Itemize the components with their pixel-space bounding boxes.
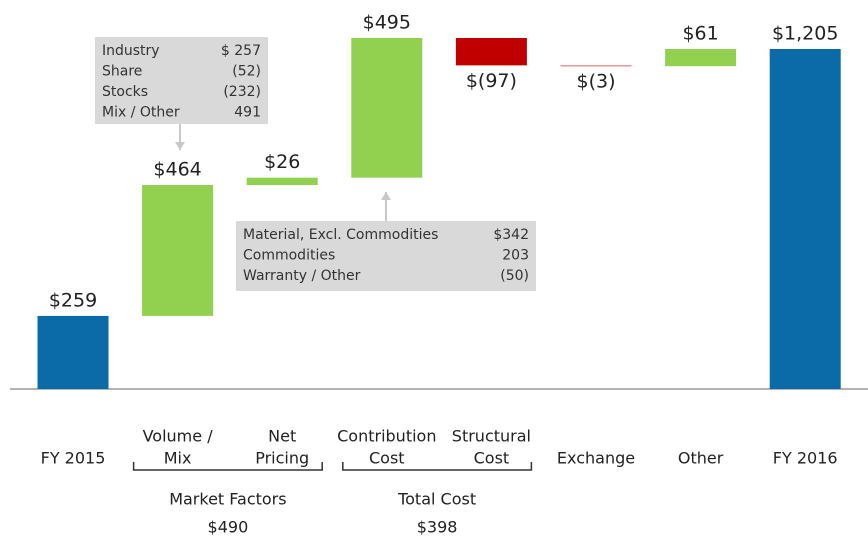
annotation-label: Material, Excl. Commodities — [243, 227, 438, 243]
value-label: $61 — [682, 23, 718, 45]
bar — [37, 315, 109, 389]
value-label: $26 — [264, 151, 300, 173]
value-label: $(97) — [466, 70, 517, 92]
bar — [769, 49, 841, 389]
category-label: Net — [268, 427, 296, 446]
category-label: Pricing — [255, 449, 309, 468]
category-label: Exchange — [557, 449, 635, 468]
annotation-label: Share — [102, 64, 142, 80]
category-label: Volume / — [143, 427, 214, 446]
annotation-label: Warranty / Other — [243, 268, 361, 284]
annotation-box — [236, 221, 536, 291]
annotation-value: 203 — [502, 248, 529, 264]
bar — [246, 177, 318, 186]
bar — [142, 185, 214, 316]
category-label: Contribution — [337, 427, 436, 446]
annotation-label: Industry — [102, 43, 160, 59]
annotation-label: Stocks — [102, 84, 148, 100]
bar — [665, 49, 737, 67]
annotation-label: Commodities — [243, 248, 335, 264]
annotation-value: (52) — [232, 64, 261, 80]
annotation-label: Mix / Other — [102, 105, 180, 121]
group-bracket — [132, 462, 323, 471]
group-value: $490 — [208, 518, 249, 537]
group-value: $398 — [417, 518, 458, 537]
category-label: FY 2016 — [773, 449, 838, 468]
bar — [351, 38, 423, 178]
group-label: Market Factors — [169, 490, 286, 509]
value-label: $495 — [363, 12, 411, 34]
annotation-arrowhead — [381, 192, 391, 200]
group-label: Total Cost — [397, 490, 476, 509]
value-label: $464 — [153, 159, 201, 181]
annotation-value: 491 — [234, 105, 261, 121]
annotation-value: $342 — [493, 227, 529, 243]
category-label: FY 2015 — [41, 449, 106, 468]
category-label: Cost — [474, 449, 510, 468]
annotation-value: $ 257 — [221, 43, 261, 59]
category-label: Structural — [452, 427, 531, 446]
category-label: Cost — [369, 449, 405, 468]
category-label: Other — [678, 449, 724, 468]
annotation-value: (232) — [223, 84, 261, 100]
group-bracket — [342, 462, 533, 471]
annotation-box — [95, 37, 268, 124]
value-label: $259 — [49, 289, 97, 311]
annotation-value: (50) — [500, 268, 529, 284]
bar — [560, 65, 632, 67]
category-label: Mix — [164, 449, 192, 468]
bar — [455, 38, 527, 66]
value-label: $1,205 — [772, 23, 838, 45]
annotation-arrowhead — [175, 142, 185, 150]
value-label: $(3) — [576, 71, 615, 93]
